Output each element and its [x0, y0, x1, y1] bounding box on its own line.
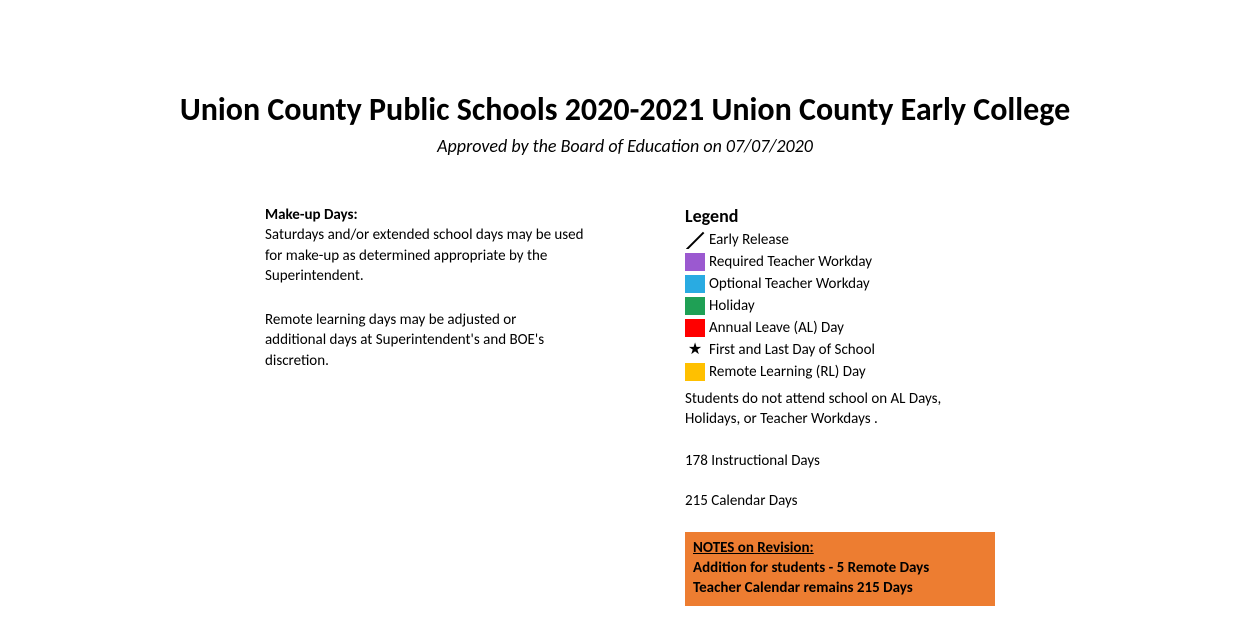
legend-row: Remote Learning (RL) Day	[685, 361, 995, 383]
legend-row: Early Release	[685, 229, 995, 251]
legend-swatch	[685, 319, 705, 337]
page-title: Union County Public Schools 2020-2021 Un…	[0, 90, 1250, 129]
legend-note: Students do not attend school on AL Days…	[685, 389, 965, 430]
right-column: Legend Early Release Required Teacher Wor…	[685, 205, 995, 606]
page-subtitle: Approved by the Board of Education on 07…	[0, 135, 1250, 157]
notes-box: NOTES on Revision: Addition for students…	[685, 532, 995, 607]
legend-row: ★First and Last Day of School	[685, 339, 995, 361]
notes-line2: Teacher Calendar remains 215 Days	[693, 579, 913, 597]
notes-heading: NOTES on Revision:	[693, 539, 814, 557]
instructional-days: 178 Instructional Days	[685, 452, 995, 470]
legend-swatch	[685, 297, 705, 315]
legend-heading: Legend	[685, 205, 995, 227]
left-column: Make-up Days: Saturdays and/or extended …	[265, 205, 595, 606]
legend-swatch	[685, 231, 705, 249]
legend-label: Remote Learning (RL) Day	[709, 363, 866, 381]
legend-items: Early Release Required Teacher Workday Opt…	[685, 229, 995, 383]
legend-row: Annual Leave (AL) Day	[685, 317, 995, 339]
legend-row: Optional Teacher Workday	[685, 273, 995, 295]
legend-row: Holiday	[685, 295, 995, 317]
legend-label: Annual Leave (AL) Day	[709, 319, 844, 337]
legend-label: Required Teacher Workday	[709, 253, 872, 271]
makeup-body: Saturdays and/or extended school days ma…	[265, 225, 595, 286]
legend-label: Early Release	[709, 231, 789, 249]
legend-row: Required Teacher Workday	[685, 251, 995, 273]
content: Make-up Days: Saturdays and/or extended …	[0, 205, 1250, 606]
notes-line1: Addition for students - 5 Remote Days	[693, 559, 929, 577]
legend-swatch: ★	[685, 341, 705, 359]
legend-swatch	[685, 253, 705, 271]
header: Union County Public Schools 2020-2021 Un…	[0, 0, 1250, 157]
legend-swatch	[685, 275, 705, 293]
calendar-days: 215 Calendar Days	[685, 492, 995, 510]
legend-label: Holiday	[709, 297, 755, 315]
legend-label: Optional Teacher Workday	[709, 275, 870, 293]
makeup-heading: Make-up Days:	[265, 205, 595, 225]
legend-label: First and Last Day of School	[709, 341, 875, 359]
legend-swatch	[685, 363, 705, 381]
remote-body: Remote learning days may be adjusted or …	[265, 310, 545, 371]
